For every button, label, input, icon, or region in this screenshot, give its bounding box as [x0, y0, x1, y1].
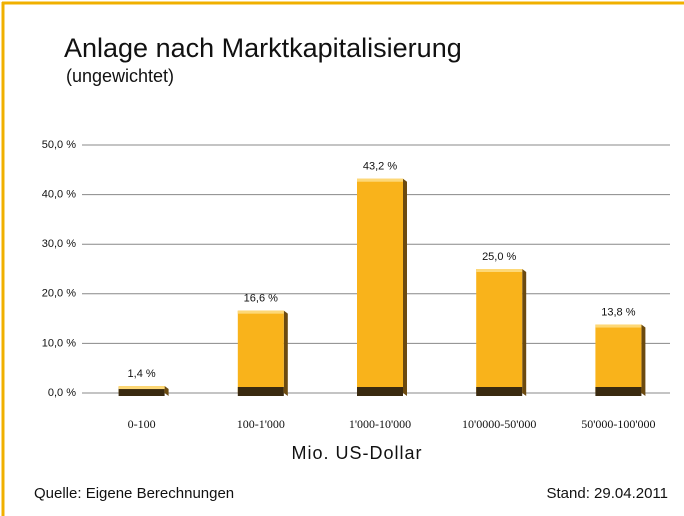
bar-side — [164, 386, 169, 396]
x-tick-label: 1'000-10'000 — [349, 417, 411, 431]
value-label: 16,6 % — [244, 293, 278, 305]
x-tick-label: 100-1'000 — [237, 417, 285, 431]
bar-side — [403, 178, 407, 396]
bar-base — [476, 387, 523, 396]
chart-subtitle: (ungewichtet) — [66, 66, 174, 86]
chart-title: Anlage nach Marktkapitalisierung — [64, 33, 462, 63]
y-tick-label: 0,0 % — [48, 387, 76, 399]
y-tick-label: 20,0 % — [42, 288, 76, 300]
y-tick-label: 30,0 % — [42, 238, 76, 250]
bar-highlight — [476, 269, 523, 272]
y-tick-label: 50,0 % — [42, 139, 76, 151]
date: Stand: 29.04.2011 — [547, 485, 669, 502]
value-label: 25,0 % — [482, 251, 516, 263]
x-tick-label: 50'000-100'000 — [581, 417, 655, 431]
bar-base — [118, 387, 165, 396]
y-tick-label: 10,0 % — [42, 337, 76, 349]
value-label: 13,8 % — [601, 306, 635, 318]
bar — [357, 178, 403, 393]
value-label: 1,4 % — [128, 368, 156, 380]
bar-highlight — [118, 386, 165, 390]
bar-highlight — [357, 178, 403, 182]
x-tick-label: 0-100 — [128, 417, 156, 431]
bar-highlight — [595, 324, 642, 328]
bar-base — [237, 387, 284, 396]
bar — [237, 310, 284, 393]
bar-side — [522, 269, 527, 396]
bar — [476, 269, 523, 393]
value-label: 43,2 % — [363, 161, 397, 173]
bar-base — [595, 387, 642, 396]
bar-highlight — [237, 310, 284, 314]
source: Quelle: Eigene Berechnungen — [34, 485, 234, 502]
y-tick-label: 40,0 % — [42, 189, 76, 201]
bar-side — [283, 310, 288, 396]
bar-base — [357, 387, 403, 396]
x-tick-label: 10'0000-50'000 — [462, 417, 536, 431]
x-axis-title: Mio. US-Dollar — [291, 443, 422, 463]
bar-side — [641, 324, 646, 396]
bar — [595, 324, 642, 393]
